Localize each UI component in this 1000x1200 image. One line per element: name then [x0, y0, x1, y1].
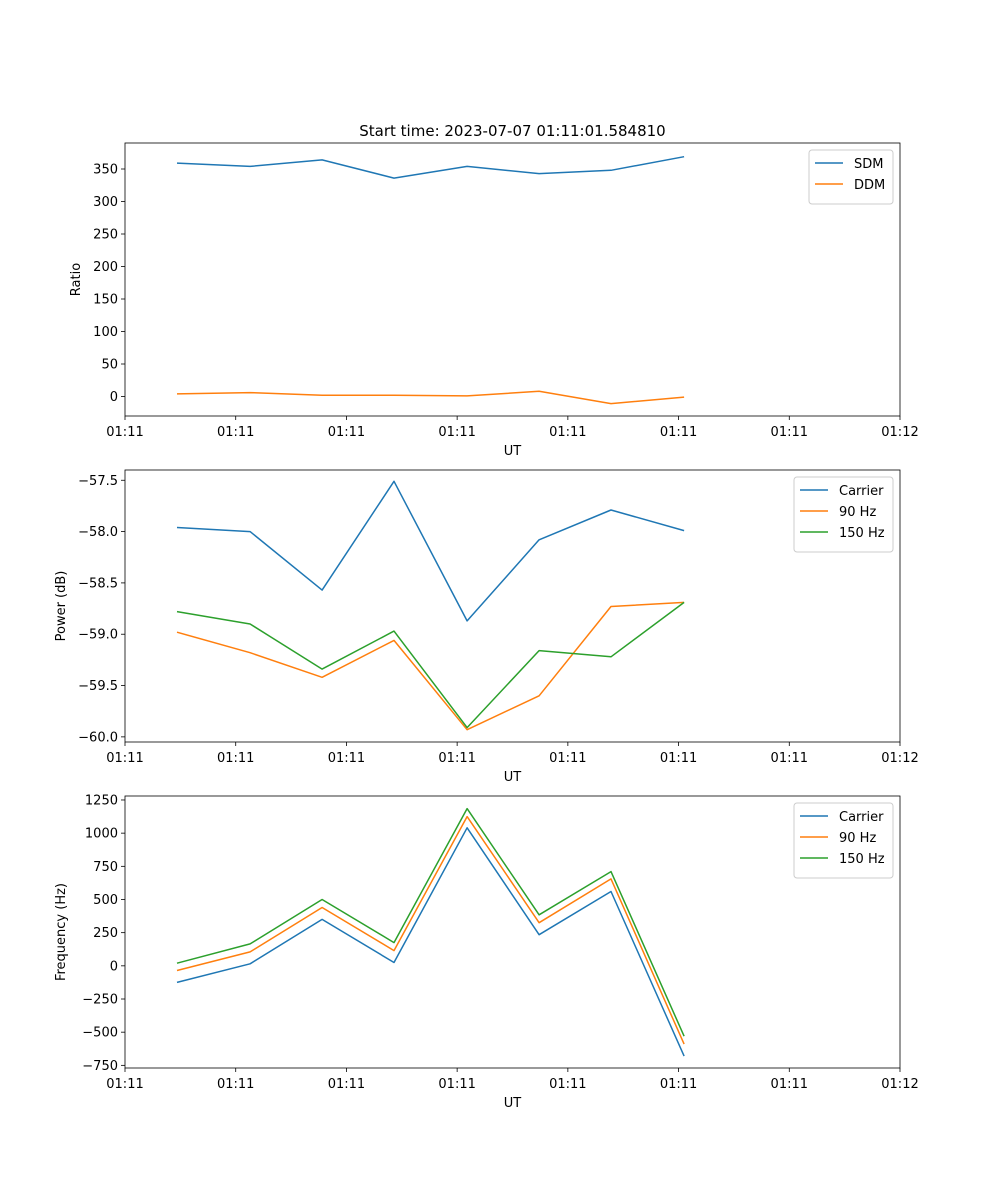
legend-box	[793, 476, 894, 553]
x-axis-label: UT	[504, 444, 522, 459]
x-tick-label: 01:11	[660, 751, 697, 766]
x-tick-label: 01:11	[771, 1077, 808, 1092]
x-tick-label: 01:12	[881, 1077, 918, 1092]
y-tick-label: −57.5	[78, 474, 118, 489]
legend: Carrier 90 Hz 150 Hz	[793, 802, 894, 879]
series-line-90-hz	[176, 815, 685, 1045]
x-tick-label: 01:11	[438, 425, 475, 440]
chart-panel-2: 01:11 01:11 01:11 01:11 01:11 01:11 01:11 01:12…	[54, 469, 919, 785]
legend-label: 90 Hz	[839, 505, 876, 520]
x-tick-label: 01:11	[106, 1077, 143, 1092]
y-tick-label: 50	[101, 358, 118, 373]
x-tick-label: 01:11	[660, 1077, 697, 1092]
legend-label: 150 Hz	[839, 526, 885, 541]
y-tick-label: 0	[110, 390, 118, 405]
legend-box	[793, 802, 894, 879]
y-axis-label: Ratio	[69, 263, 84, 296]
x-tick-label: 01:11	[106, 425, 143, 440]
x-tick-label: 01:11	[328, 1077, 365, 1092]
y-tick-label: 100	[93, 325, 118, 340]
x-tick-label: 01:11	[217, 751, 254, 766]
y-tick-label: −59.0	[78, 628, 118, 643]
series-line-carrier	[176, 827, 685, 1057]
x-tick-label: 01:11	[771, 751, 808, 766]
y-tick-label: 750	[93, 860, 118, 875]
y-tick-label: −59.5	[78, 679, 118, 694]
y-tick-label: −500	[82, 1026, 118, 1041]
y-tick-label: 0	[110, 959, 118, 974]
series-line-150-hz	[176, 601, 685, 729]
x-tick-label: 01:11	[549, 1077, 586, 1092]
chart-panel-1: 01:11 01:11 01:11 01:11 01:11 01:11 01:11 01:12…	[69, 142, 919, 459]
x-tick-label: 01:11	[438, 1077, 475, 1092]
y-tick-label: −58.5	[78, 576, 118, 591]
legend-label: DDM	[854, 178, 885, 193]
legend-label: 150 Hz	[839, 852, 885, 867]
x-tick-label: 01:11	[438, 751, 475, 766]
x-tick-label: 01:11	[660, 425, 697, 440]
x-tick-label: 01:11	[549, 751, 586, 766]
y-tick-label: 200	[93, 260, 118, 275]
axes-frame	[124, 142, 901, 417]
y-axis-label: Power (dB)	[54, 571, 69, 642]
y-tick-label: −250	[82, 993, 118, 1008]
x-axis-label: UT	[504, 1096, 522, 1111]
y-tick-label: 250	[93, 926, 118, 941]
axes-frame	[124, 469, 901, 743]
y-axis-label: Frequency (Hz)	[54, 883, 69, 981]
y-tick-label: −60.0	[78, 730, 118, 745]
x-axis-label: UT	[504, 770, 522, 785]
x-tick-label: 01:11	[217, 1077, 254, 1092]
y-tick-label: −58.0	[78, 525, 118, 540]
legend-label: SDM	[854, 157, 883, 172]
y-tick-label: 150	[93, 293, 118, 308]
y-tick-label: 1250	[85, 793, 118, 808]
x-tick-label: 01:12	[881, 425, 918, 440]
y-tick-label: 1000	[85, 827, 118, 842]
legend: Carrier 90 Hz 150 Hz	[793, 476, 894, 553]
y-tick-label: −750	[82, 1059, 118, 1074]
y-tick-label: 350	[93, 163, 118, 178]
y-tick-label: 250	[93, 228, 118, 243]
plots-container: 01:11 01:11 01:11 01:11 01:11 01:11 01:11 01:12…	[54, 142, 919, 1111]
legend-label: 90 Hz	[839, 831, 876, 846]
legend: SDM DDM	[808, 149, 894, 205]
series-line-150-hz	[176, 807, 685, 1037]
series-line-ddm	[176, 390, 685, 405]
series-line-carrier	[176, 480, 685, 622]
legend-label: Carrier	[839, 484, 884, 499]
series-line-90-hz	[176, 601, 685, 731]
y-tick-label: 300	[93, 195, 118, 210]
x-tick-label: 01:11	[328, 425, 365, 440]
x-tick-label: 01:11	[771, 425, 808, 440]
x-tick-label: 01:11	[328, 751, 365, 766]
y-tick-label: 500	[93, 893, 118, 908]
series-line-sdm	[176, 155, 685, 179]
figure-title: Start time: 2023-07-07 01:11:01.584810	[359, 122, 665, 140]
chart-panel-3: 01:11 01:11 01:11 01:11 01:11 01:11 01:11 01:12…	[54, 793, 919, 1111]
x-tick-label: 01:11	[106, 751, 143, 766]
axes-frame	[124, 795, 901, 1069]
x-tick-label: 01:11	[549, 425, 586, 440]
legend-label: Carrier	[839, 810, 884, 825]
x-tick-label: 01:12	[881, 751, 918, 766]
x-tick-label: 01:11	[217, 425, 254, 440]
